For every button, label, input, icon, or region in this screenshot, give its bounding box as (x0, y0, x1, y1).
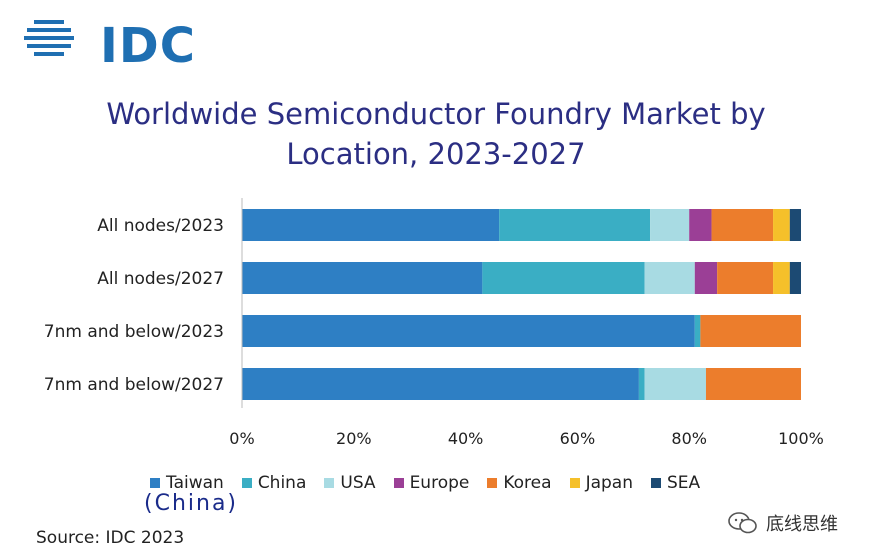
bar-segment-taiwan (242, 368, 639, 400)
legend-label: Europe (409, 473, 470, 493)
chart-title-line2: Location, 2023-2027 (286, 137, 586, 171)
legend-item-europe: Europe (393, 472, 470, 494)
bar-segment-usa (650, 209, 690, 241)
chart-title: Worldwide Semiconductor Foundry Market b… (60, 94, 812, 174)
legend-swatch (150, 478, 160, 488)
bar-segment-china (638, 368, 645, 400)
legend-label: SEA (666, 473, 701, 493)
x-tick-label: 60% (560, 429, 596, 448)
bar-segment-korea (717, 262, 774, 294)
category-label: 7nm and below/2027 (44, 375, 224, 395)
chart-title-line1: Worldwide Semiconductor Foundry Market b… (106, 97, 766, 131)
legend-item-korea: Korea (487, 472, 552, 494)
bar-segment-china (499, 209, 651, 241)
bar-segment-usa (644, 368, 706, 400)
bar-segment-usa (644, 262, 695, 294)
watermark: 底线思维 (728, 510, 838, 536)
category-label: All nodes/2023 (97, 216, 224, 236)
bar-segment-europe (689, 209, 712, 241)
bar-segment-china (694, 315, 701, 347)
legend-label: USA (340, 473, 376, 493)
bars-layer (242, 209, 801, 400)
bar-segment-sea (789, 262, 801, 294)
x-tick-label: 40% (448, 429, 484, 448)
bar-segment-taiwan (242, 315, 695, 347)
legend-swatch (324, 478, 335, 488)
legend-swatch (393, 478, 404, 488)
legend-item-japan: Japan (569, 472, 633, 494)
category-label: All nodes/2027 (97, 269, 224, 289)
wechat-icon (728, 512, 757, 534)
source-text: Source: IDC 2023 (36, 528, 185, 548)
x-tick-label: 20% (336, 429, 372, 448)
legend-item-sea: SEA (650, 472, 701, 494)
logo-text: IDC (100, 18, 196, 74)
category-label: 7nm and below/2023 (44, 322, 224, 342)
legend-label: Taiwan (166, 473, 224, 493)
legend-swatch (650, 478, 661, 488)
bar-segment-sea (789, 209, 801, 241)
x-tick-label: 0% (229, 429, 254, 448)
bar-segment-korea (705, 368, 801, 400)
legend-item-china: China (241, 472, 307, 494)
legend-label: Korea (503, 473, 552, 493)
legend: Taiwan China USA Europe Korea Japan SEA (150, 472, 700, 494)
legend-item-usa: USA (324, 472, 376, 494)
bar-segment-taiwan (242, 262, 483, 294)
legend-swatch (569, 478, 580, 488)
legend-item-taiwan: Taiwan (150, 472, 224, 494)
bar-segment-japan (773, 209, 790, 241)
bar-segment-taiwan (242, 209, 500, 241)
bar-segment-china (482, 262, 645, 294)
legend-label: Japan (585, 473, 633, 493)
axis-layer: All nodes/2023 All nodes/2027 7nm and belo… (44, 198, 824, 448)
x-tick-label: 100% (778, 429, 824, 448)
bar-segment-europe (694, 262, 718, 294)
idc-logo: IDC (22, 14, 195, 74)
legend-swatch (487, 478, 498, 488)
bar-segment-japan (773, 262, 790, 294)
bar-segment-korea (711, 209, 774, 241)
stacked-bar-chart: All nodes/2023 All nodes/2027 7nm and belo… (44, 198, 824, 448)
x-tick-label: 80% (671, 429, 707, 448)
watermark-text: 底线思维 (766, 514, 838, 535)
bar-segment-korea (700, 315, 801, 347)
globe-icon (24, 20, 74, 56)
legend-label: China (257, 473, 307, 493)
legend-swatch (241, 478, 252, 488)
annotation-text: (China) (144, 491, 239, 516)
